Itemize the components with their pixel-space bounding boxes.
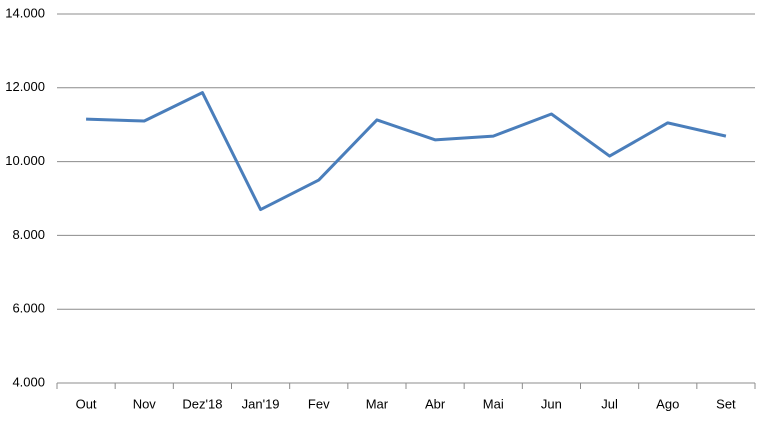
- x-tick-label: Out: [76, 396, 97, 411]
- y-tick-label: 8.000: [12, 227, 45, 242]
- y-tick-label: 12.000: [5, 79, 45, 94]
- x-tick-label: Nov: [133, 396, 157, 411]
- x-tick-label: Jun: [541, 396, 562, 411]
- x-tick-label: Fev: [308, 396, 330, 411]
- y-tick-label: 4.000: [12, 374, 45, 389]
- y-tick-label: 6.000: [12, 301, 45, 316]
- x-tick-label: Set: [716, 396, 736, 411]
- y-tick-label: 14.000: [5, 5, 45, 20]
- x-tick-label: Abr: [425, 396, 446, 411]
- line-series: [86, 91, 727, 212]
- x-tick-label: Mar: [366, 396, 389, 411]
- x-tick-label: Jul: [601, 396, 618, 411]
- x-tick-label: Ago: [656, 396, 679, 411]
- y-tick-label: 10.000: [5, 153, 45, 168]
- x-tick-label: Dez'18: [182, 396, 222, 411]
- x-tick-label: Jan'19: [242, 396, 280, 411]
- x-tick-label: Mai: [483, 396, 504, 411]
